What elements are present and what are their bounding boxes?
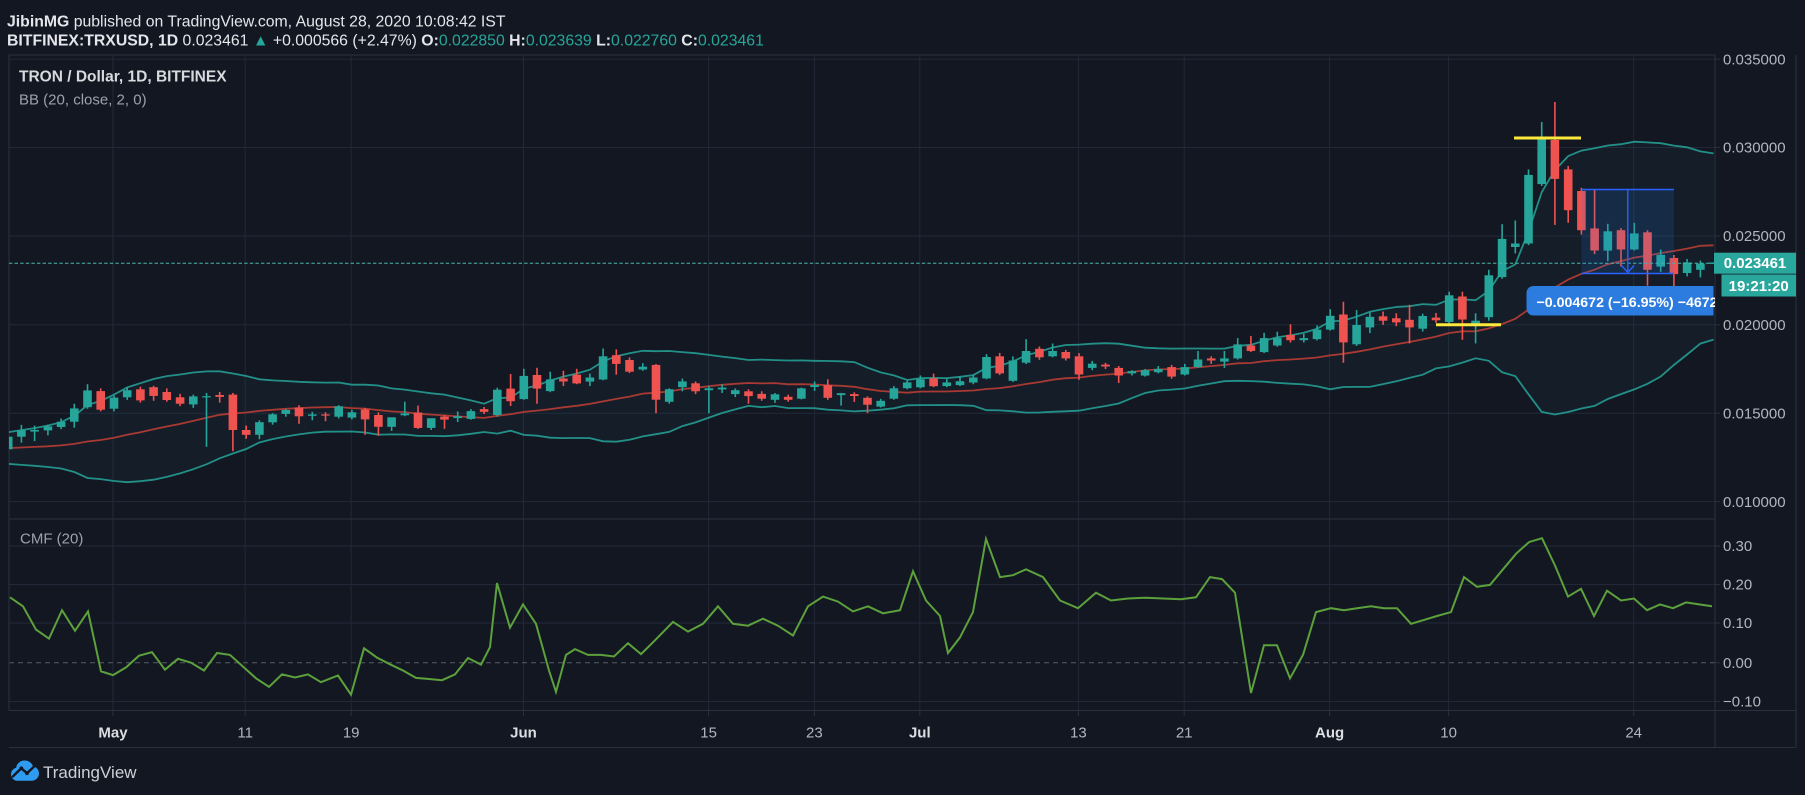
svg-text:0.010000: 0.010000: [1723, 494, 1786, 511]
svg-text:CMF (20): CMF (20): [20, 531, 83, 548]
svg-text:23: 23: [806, 725, 823, 742]
svg-text:19:21:20: 19:21:20: [1729, 278, 1789, 295]
svg-text:0.020000: 0.020000: [1723, 317, 1786, 334]
svg-text:10: 10: [1440, 725, 1457, 742]
svg-text:0.30: 0.30: [1723, 538, 1752, 555]
svg-text:0.035000: 0.035000: [1723, 51, 1786, 68]
svg-text:24: 24: [1625, 725, 1642, 742]
svg-text:Jun: Jun: [510, 725, 537, 742]
svg-text:0.015000: 0.015000: [1723, 405, 1786, 422]
svg-text:JibinMG published on TradingVi: JibinMG published on TradingView.com, Au…: [7, 14, 506, 31]
svg-text:0.030000: 0.030000: [1723, 140, 1786, 157]
svg-text:15: 15: [700, 725, 717, 742]
svg-text:−0.10: −0.10: [1723, 694, 1761, 711]
svg-text:13: 13: [1070, 725, 1087, 742]
svg-text:TRON / Dollar, 1D, BITFINEX: TRON / Dollar, 1D, BITFINEX: [19, 69, 227, 86]
svg-text:19: 19: [343, 725, 360, 742]
svg-text:Jul: Jul: [909, 725, 931, 742]
svg-text:BB (20, close, 2, 0): BB (20, close, 2, 0): [19, 92, 147, 109]
svg-text:BITFINEX:TRXUSD, 1D 0.023461 ▲: BITFINEX:TRXUSD, 1D 0.023461 ▲ +0.000566…: [7, 33, 764, 50]
svg-text:TradingView: TradingView: [43, 763, 137, 782]
svg-text:0.00: 0.00: [1723, 655, 1752, 672]
svg-text:0.10: 0.10: [1723, 615, 1752, 632]
svg-text:21: 21: [1176, 725, 1193, 742]
svg-text:0.023461: 0.023461: [1724, 255, 1787, 272]
svg-text:0.20: 0.20: [1723, 577, 1752, 594]
svg-text:Aug: Aug: [1315, 725, 1344, 742]
svg-text:11: 11: [237, 725, 253, 742]
svg-text:0.025000: 0.025000: [1723, 228, 1786, 245]
svg-text:May: May: [98, 725, 128, 742]
svg-text:−0.004672 (−16.95%) −4672: −0.004672 (−16.95%) −4672: [1537, 295, 1718, 311]
